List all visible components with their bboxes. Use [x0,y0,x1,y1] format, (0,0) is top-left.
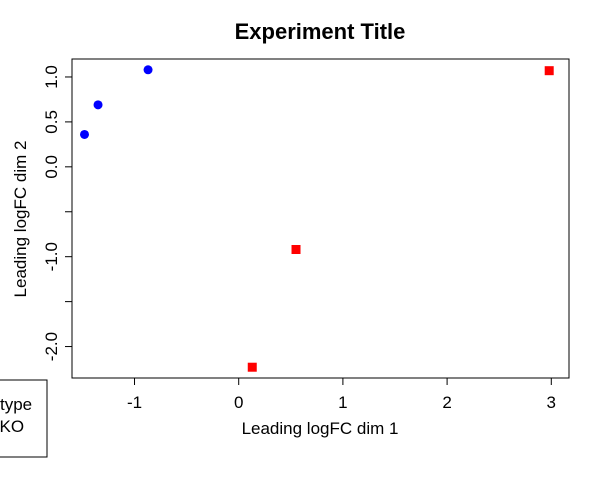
chart-title: Experiment Title [235,19,406,44]
y-tick-label: -2.0 [42,332,61,361]
data-point-circle [143,65,153,75]
data-point-square [544,66,554,76]
y-axis-label: Leading logFC dim 2 [11,141,30,298]
y-tick-label: 1.0 [42,65,61,89]
legend-box [0,379,48,458]
data-point-circle [80,129,90,139]
x-tick-label: 2 [442,393,451,412]
data-point-circle [93,100,103,110]
y-tick-label: 0.0 [42,155,61,179]
legend-entry-cko: cKO [0,417,24,436]
x-tick-label: 0 [234,393,243,412]
plot-frame [71,58,570,379]
data-points [80,65,554,372]
x-axis: -1 0 1 2 3 [127,378,556,412]
x-tick-label: -1 [127,393,142,412]
data-point-square [247,362,257,372]
legend: type cKO [0,379,48,458]
x-tick-label: 3 [547,393,556,412]
x-tick-label: 1 [338,393,347,412]
y-tick-label: -1.0 [42,242,61,271]
y-tick-label: 0.5 [42,110,61,134]
data-point-square [291,245,301,255]
y-axis: -2.0 -1.0 0.0 0.5 1.0 [42,65,72,361]
x-axis-label: Leading logFC dim 1 [242,419,399,438]
legend-title: type [0,395,32,414]
